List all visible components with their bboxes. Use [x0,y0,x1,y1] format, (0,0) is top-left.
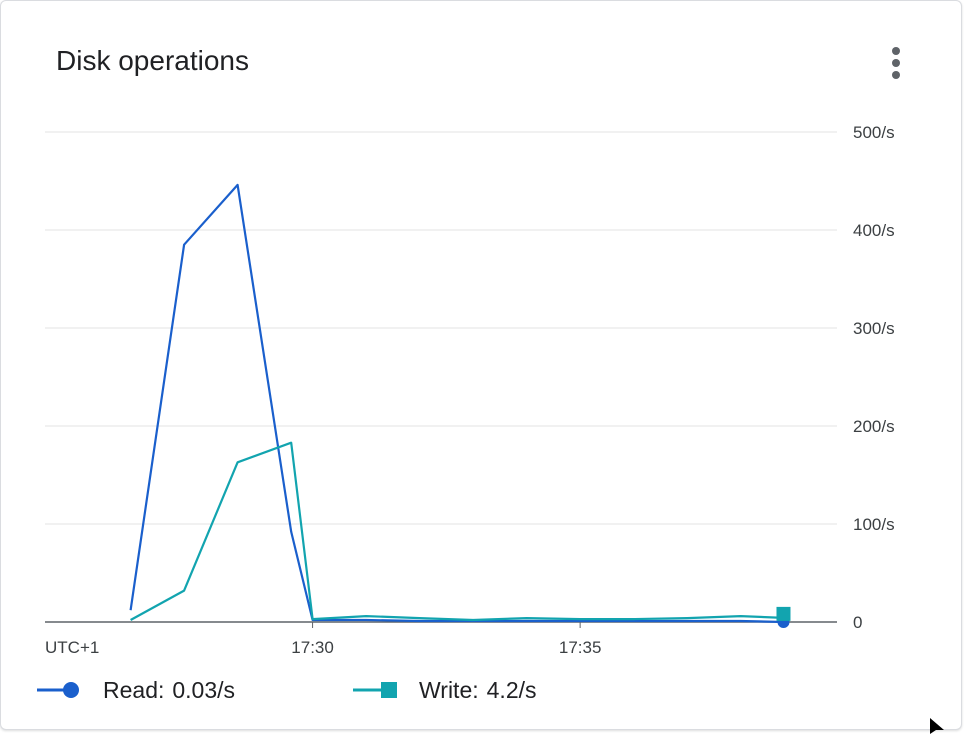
legend-item-write[interactable]: Write: 4.2/s [353,673,537,707]
series-end-marker-write [776,606,791,621]
y-tick-label: 100/s [853,515,895,534]
x-tick-label: 17:35 [559,638,602,657]
legend-value-write: 4.2/s [486,676,537,703]
y-tick-label: 500/s [853,123,895,142]
y-tick-label: 0 [853,613,862,632]
x-tick-label: 17:30 [291,638,334,657]
chart-title: Disk operations [56,45,249,76]
write-legend-swatch [353,682,397,698]
legend-label-write: Write: [419,676,479,703]
y-tick-label: 200/s [853,417,895,436]
timezone-label: UTC+1 [45,638,99,657]
series-line-write [130,441,784,622]
series-line-read [129,183,784,624]
read-legend-swatch [37,682,79,698]
legend-label-read: Read: [103,676,165,703]
more-vert-icon[interactable] [881,43,911,83]
mouse-cursor-icon [930,718,944,734]
legend-item-read[interactable]: Read: 0.03/s [37,673,235,707]
y-tick-label: 400/s [853,221,895,240]
y-tick-label: 300/s [853,319,895,338]
legend-value-read: 0.03/s [172,676,236,703]
